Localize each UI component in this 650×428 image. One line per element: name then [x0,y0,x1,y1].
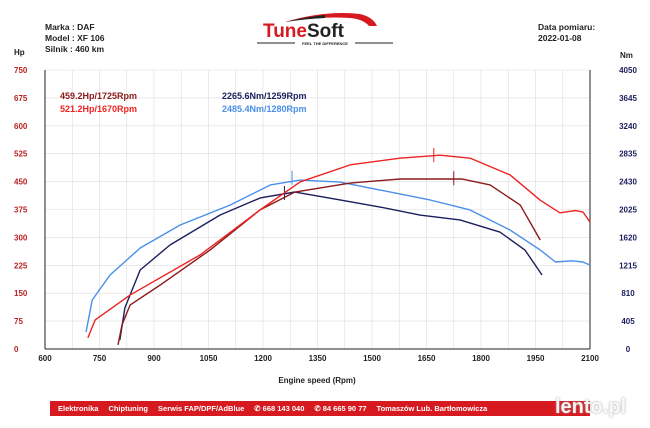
right-tick-label: 3645 [619,94,637,103]
date-value: 2022-01-08 [538,33,582,43]
footer-item: Elektronika [58,404,99,413]
footer-address: Tomaszów Lub. Bartłomowicza [376,404,488,413]
x-tick-label: 1500 [363,354,381,363]
engine-label: Silnik : 460 km [45,44,105,54]
left-tick-label: 375 [14,206,28,215]
footer-item: Serwis FAP/DPF/AdBlue [158,404,245,413]
right-tick-label: 405 [621,317,635,326]
tunesoft-logo: TuneSoft FEEL THE DIFFERENCE [257,13,393,46]
left-tick-label: 0 [14,345,19,354]
x-tick-label: 1350 [309,354,327,363]
x-axis-label: Engine speed (Rpm) [278,376,356,385]
x-tick-label: 1800 [472,354,490,363]
right-tick-label: 2025 [619,206,637,215]
power-torque-chart: 600 750 900 1050 1200 1350 1500 1650 1800 1950 210… [14,48,637,385]
footer-bar: Elektronika Chiptuning Serwis FAP/DPF/Ad… [50,401,590,416]
left-tick-label: 675 [14,94,28,103]
left-tick-label: 75 [14,317,23,326]
left-tick-label: 750 [14,66,28,75]
x-tick-label: 1650 [418,354,436,363]
right-tick-label: 1620 [619,233,637,242]
model-label: Model : XF 106 [45,33,105,43]
measurement-date: Data pomiaru: 2022-01-08 [538,22,595,44]
date-label: Data pomiaru: [538,22,596,32]
x-tick-label: 750 [93,354,107,363]
tuned_nm-line [85,179,591,333]
left-tick-label: 225 [14,261,28,270]
tuned_hp-line [87,154,591,339]
x-tick-label: 900 [147,354,161,363]
left-tick-label: 150 [14,289,28,298]
right-tick-label: 3240 [619,122,637,131]
left-tick-label: 300 [14,233,28,242]
right-tick-label: 2835 [619,150,637,159]
stock_hp-line [117,178,541,346]
left-tick-label: 525 [14,150,28,159]
tuned_nm-annotation: 2485.4Nm/1280Rpm [222,104,307,114]
svg-text:TuneSoft: TuneSoft [263,21,345,42]
watermark: lento.pl [555,396,627,418]
right-tick-label: 1215 [619,261,637,270]
right-tick-label: 2430 [619,178,637,187]
x-tick-label: 1200 [254,354,272,363]
left-axis-label: Hp [14,48,25,57]
right-tick-label: 0 [626,345,631,354]
left-tick-label: 450 [14,178,28,187]
x-tick-label: 2100 [581,354,599,363]
stock_hp-annotation: 459.2Hp/1725Rpm [60,91,137,101]
svg-text:FEEL THE DIFFERENCE: FEEL THE DIFFERENCE [302,41,348,46]
tuned_hp-annotation: 521.2Hp/1670Rpm [60,104,137,114]
stock_nm-line [119,191,543,341]
vehicle-info: Marka : DAF Model : XF 106 Silnik : 460 … [45,22,105,55]
right-tick-label: 4050 [619,66,637,75]
footer-item: Chiptuning [108,404,149,413]
left-tick-label: 600 [14,122,28,131]
x-tick-label: 1950 [527,354,545,363]
stock_nm-annotation: 2265.6Nm/1259Rpm [222,91,307,101]
footer-phone: ✆ 668 143 040 [254,404,305,413]
right-tick-label: 810 [621,289,635,298]
footer-phone: ✆ 84 665 90 77 [314,404,367,413]
make-label: Marka : DAF [45,22,95,32]
x-tick-label: 600 [38,354,52,363]
right-axis-label: Nm [620,51,633,60]
x-tick-label: 1050 [200,354,218,363]
